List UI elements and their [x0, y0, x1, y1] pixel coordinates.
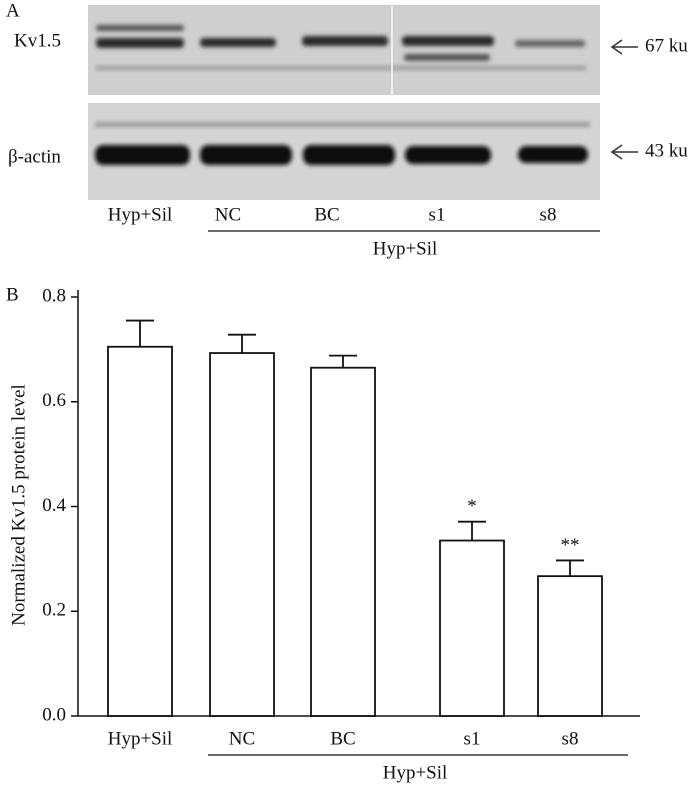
arrows: [610, 39, 638, 160]
row-label: β-actin: [8, 146, 61, 167]
panel-label: B: [6, 284, 19, 305]
y-tick-label: 0.2: [42, 600, 66, 621]
marker-label: 67 ku: [645, 35, 688, 56]
lane-label: NC: [215, 204, 241, 225]
bar: [107, 345, 173, 717]
x-tick-label: s8: [562, 728, 579, 749]
bar: [537, 575, 603, 717]
y-tick-label: 0.8: [42, 285, 66, 306]
x-tick-label: s1: [464, 728, 481, 749]
row-label: Kv1.5: [14, 30, 61, 51]
bar: [439, 539, 505, 717]
lane-label: BC: [314, 204, 339, 225]
lane-label: s8: [540, 204, 557, 225]
x-tick-label: NC: [229, 728, 255, 749]
y-tick-label: 0.6: [42, 390, 66, 411]
bar: [310, 366, 376, 717]
significance: *: [467, 496, 477, 517]
blot-kv15: [88, 5, 600, 95]
x-tick-label: BC: [330, 728, 355, 749]
panel-label: A: [6, 0, 20, 21]
x-tick-label: Hyp+Sil: [108, 728, 173, 749]
bar: [209, 352, 275, 717]
significance: **: [561, 535, 580, 556]
y-tick-label: 0.4: [42, 495, 66, 516]
y-axis-label: Normalized Kv1.5 protein level: [8, 384, 29, 626]
lane-label: Hyp+Sil: [108, 204, 173, 225]
marker-label: 43 ku: [645, 140, 688, 161]
blot-actin: [88, 103, 600, 200]
lane-label: s1: [429, 204, 446, 225]
group-label: Hyp+Sil: [383, 762, 448, 783]
y-tick-label: 0.0: [42, 704, 66, 725]
group-label: Hyp+Sil: [373, 238, 438, 259]
